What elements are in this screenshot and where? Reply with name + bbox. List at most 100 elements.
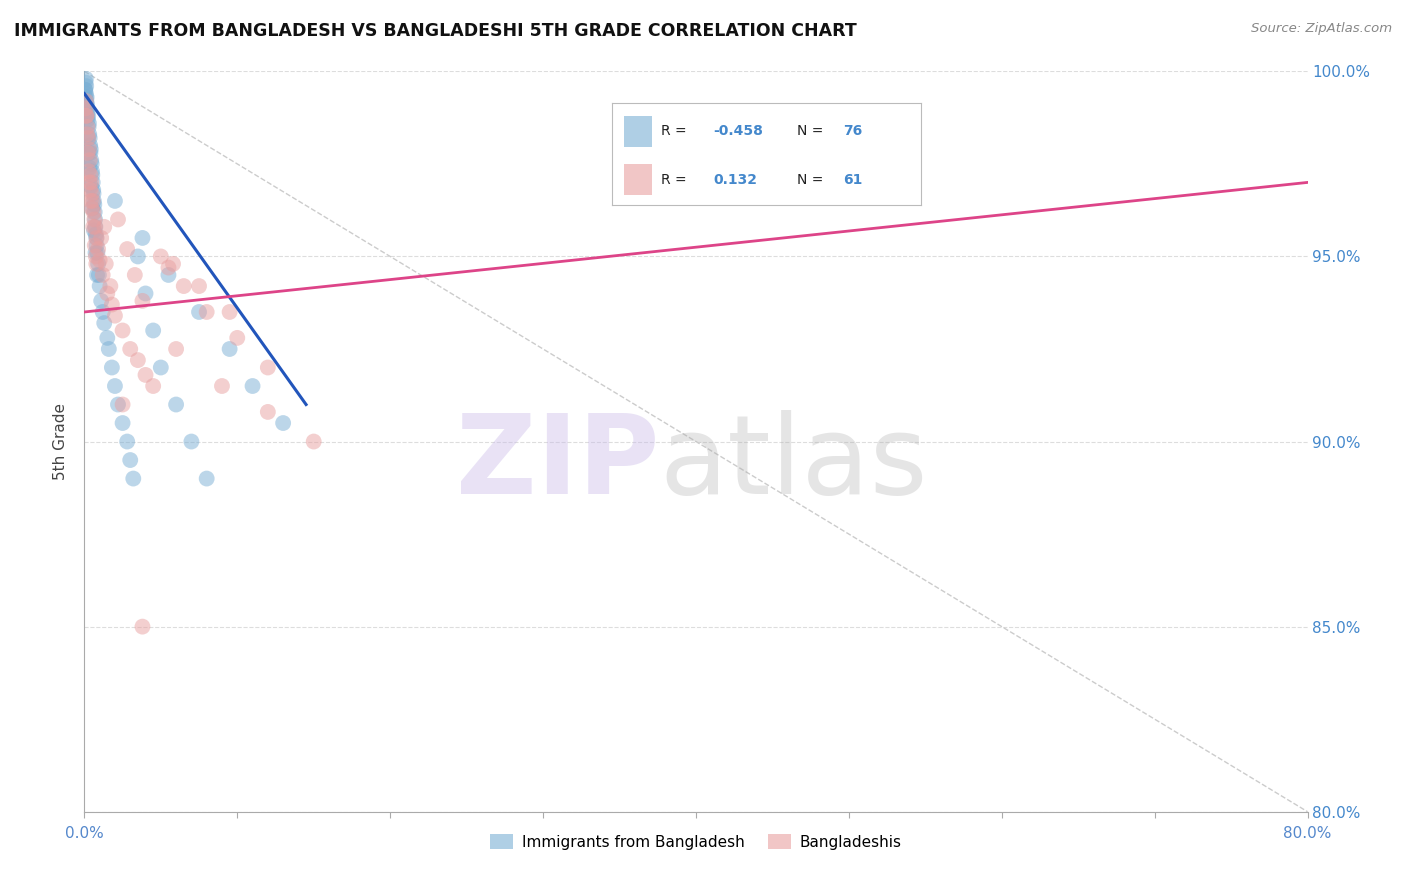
- Point: [104, 309, 127, 323]
- Point: [83, 186, 105, 201]
- Point: [94, 257, 117, 271]
- Point: [76, 109, 98, 123]
- Text: N =: N =: [797, 124, 824, 138]
- Point: [257, 360, 280, 375]
- Point: [120, 453, 142, 467]
- Point: [76, 145, 98, 160]
- Point: [77, 131, 100, 145]
- Point: [96, 286, 118, 301]
- Point: [86, 231, 108, 245]
- Point: [82, 183, 104, 197]
- Point: [75, 94, 97, 108]
- Point: [79, 145, 101, 160]
- Point: [142, 323, 165, 337]
- Point: [77, 120, 100, 134]
- Point: [90, 231, 112, 245]
- Point: [115, 434, 138, 449]
- Point: [79, 131, 101, 145]
- Point: [84, 212, 107, 227]
- Text: R =: R =: [661, 124, 686, 138]
- Point: [89, 253, 111, 268]
- Point: [83, 194, 105, 208]
- Point: [79, 153, 101, 168]
- Point: [83, 205, 105, 219]
- Point: [173, 279, 195, 293]
- Point: [107, 212, 129, 227]
- Point: [84, 231, 107, 245]
- Point: [142, 379, 165, 393]
- FancyBboxPatch shape: [624, 116, 652, 146]
- Point: [77, 164, 100, 178]
- Text: -0.458: -0.458: [714, 124, 763, 138]
- Point: [76, 105, 98, 120]
- Point: [97, 342, 120, 356]
- Point: [157, 268, 180, 282]
- Point: [90, 293, 112, 308]
- Point: [76, 128, 98, 142]
- Point: [75, 90, 97, 104]
- Point: [77, 128, 100, 142]
- Point: [87, 242, 110, 256]
- Point: [96, 331, 118, 345]
- Point: [98, 279, 121, 293]
- Point: [127, 353, 149, 368]
- Point: [165, 397, 187, 411]
- Point: [91, 268, 114, 282]
- Text: N =: N =: [797, 172, 824, 186]
- Point: [75, 87, 97, 101]
- Text: Source: ZipAtlas.com: Source: ZipAtlas.com: [1251, 22, 1392, 36]
- Point: [87, 257, 110, 271]
- Point: [80, 194, 103, 208]
- Point: [188, 305, 211, 319]
- Point: [77, 116, 100, 130]
- Point: [188, 279, 211, 293]
- Point: [131, 619, 153, 633]
- Point: [226, 331, 249, 345]
- Point: [84, 249, 107, 263]
- Legend: Immigrants from Bangladesh, Bangladeshis: Immigrants from Bangladesh, Bangladeshis: [484, 828, 908, 856]
- Point: [79, 138, 101, 153]
- Text: 61: 61: [844, 172, 863, 186]
- Point: [84, 219, 107, 234]
- Point: [84, 245, 107, 260]
- Point: [83, 212, 105, 227]
- Point: [77, 109, 100, 123]
- Point: [115, 242, 138, 256]
- Point: [80, 157, 103, 171]
- Point: [76, 97, 98, 112]
- Point: [127, 249, 149, 263]
- Point: [87, 268, 110, 282]
- Point: [80, 153, 103, 168]
- Point: [131, 231, 153, 245]
- Point: [75, 83, 97, 97]
- Point: [149, 360, 172, 375]
- FancyBboxPatch shape: [624, 164, 652, 194]
- Point: [257, 405, 280, 419]
- Point: [101, 360, 124, 375]
- Point: [83, 197, 105, 211]
- Point: [76, 90, 98, 104]
- Point: [80, 186, 103, 201]
- Point: [180, 434, 202, 449]
- Point: [93, 316, 115, 330]
- Point: [107, 397, 129, 411]
- Point: [75, 101, 97, 115]
- Point: [76, 120, 98, 134]
- Point: [124, 268, 146, 282]
- Point: [84, 257, 107, 271]
- Point: [271, 416, 294, 430]
- Point: [120, 342, 142, 356]
- Point: [77, 175, 100, 189]
- Point: [82, 175, 104, 189]
- Point: [149, 249, 172, 263]
- Point: [82, 219, 104, 234]
- Point: [86, 238, 108, 252]
- Point: [165, 342, 187, 356]
- Point: [79, 183, 101, 197]
- Point: [111, 323, 134, 337]
- Point: [86, 245, 108, 260]
- Point: [84, 227, 107, 242]
- Point: [80, 142, 103, 156]
- Point: [77, 131, 100, 145]
- Text: 76: 76: [844, 124, 863, 138]
